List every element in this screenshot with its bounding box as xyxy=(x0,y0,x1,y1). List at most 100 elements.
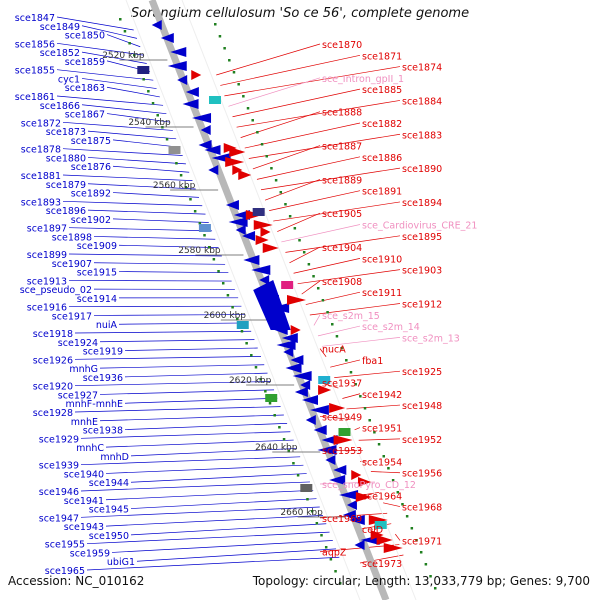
right-feature-label[interactable]: sce1903 xyxy=(402,266,442,277)
right-feature-label[interactable]: celD xyxy=(362,525,383,536)
right-feature-label[interactable]: sce1952 xyxy=(402,435,442,446)
left-feature-label[interactable]: sce1946 xyxy=(39,487,79,498)
right-feature-label[interactable]: sce1937 xyxy=(322,378,362,389)
left-feature-label[interactable]: sce1866 xyxy=(40,101,80,112)
left-feature-label[interactable]: mnhF-mnhE xyxy=(66,399,124,410)
left-feature-label[interactable]: sce1897 xyxy=(27,224,67,235)
left-feature-label[interactable]: sce1914 xyxy=(77,294,117,305)
right-feature-label[interactable]: sce1891 xyxy=(362,187,402,198)
left-feature-label[interactable]: sce1907 xyxy=(52,259,92,270)
left-feature-label[interactable]: ubiG1 xyxy=(107,557,135,568)
left-feature-label[interactable]: sce1859 xyxy=(65,57,105,68)
left-feature-label[interactable]: mnhG xyxy=(69,364,98,375)
right-feature-label[interactable]: sce1971 xyxy=(402,536,442,547)
right-feature-label[interactable]: sce1954 xyxy=(362,457,402,468)
left-feature-label[interactable]: sce1872 xyxy=(21,118,61,129)
rna-feature-label[interactable]: sce_snoPyro_CD_12 xyxy=(322,480,416,491)
right-feature-label[interactable]: sce1886 xyxy=(362,153,402,164)
left-feature-label[interactable]: sce1856 xyxy=(15,39,55,50)
right-feature-label[interactable]: aqpZ xyxy=(322,548,347,559)
right-feature-label[interactable]: sce1968 xyxy=(402,503,442,514)
left-feature-label[interactable]: sce1947 xyxy=(39,513,79,524)
left-feature-label[interactable]: sce1955 xyxy=(45,540,85,551)
left-feature-label[interactable]: sce_pseudo_02 xyxy=(20,285,92,296)
left-feature-label[interactable]: sce1915 xyxy=(77,268,117,279)
right-feature-label[interactable]: sce1905 xyxy=(322,209,362,220)
right-feature-label[interactable]: sce1874 xyxy=(402,63,442,74)
left-feature-label[interactable]: sce1920 xyxy=(33,382,73,393)
right-feature-label[interactable]: sce1956 xyxy=(402,469,442,480)
rna-feature-label[interactable]: sce_s2m_14 xyxy=(362,322,420,333)
left-feature-label[interactable]: mnhD xyxy=(100,452,129,463)
rna-feature-label[interactable]: sce_s2m_13 xyxy=(402,333,460,344)
right-feature-label[interactable]: sce1949 xyxy=(322,412,362,423)
left-feature-label[interactable]: sce1927 xyxy=(58,390,98,401)
left-feature-label[interactable]: sce1880 xyxy=(46,153,86,164)
left-feature-label[interactable]: sce1863 xyxy=(65,83,105,94)
left-feature-label[interactable]: sce1926 xyxy=(33,355,73,366)
right-feature-label[interactable]: sce1882 xyxy=(362,119,402,130)
left-feature-label[interactable]: sce1913 xyxy=(27,276,67,287)
right-feature-label[interactable]: sce1871 xyxy=(362,51,402,62)
left-feature-label[interactable]: sce1936 xyxy=(83,373,123,384)
rna-feature-label[interactable]: sce_Cardiovirus_CRE_21 xyxy=(362,221,477,232)
left-feature-label[interactable]: sce1919 xyxy=(83,347,123,358)
left-feature-label[interactable]: sce1861 xyxy=(15,92,55,103)
left-feature-label[interactable]: sce1849 xyxy=(40,22,80,33)
left-feature-label[interactable]: sce1873 xyxy=(46,127,86,138)
left-feature-label[interactable]: sce1928 xyxy=(33,408,73,419)
right-feature-label[interactable]: sce1885 xyxy=(362,85,402,96)
right-feature-label[interactable]: sce1942 xyxy=(362,390,402,401)
left-feature-label[interactable]: sce1929 xyxy=(39,434,79,445)
left-feature-label[interactable]: sce1867 xyxy=(65,110,105,121)
right-feature-label[interactable]: sce1912 xyxy=(402,300,442,311)
left-feature-label[interactable]: sce1850 xyxy=(65,31,105,42)
left-feature-label[interactable]: sce1875 xyxy=(71,136,111,147)
left-feature-label[interactable]: sce1959 xyxy=(70,548,110,559)
right-feature-label[interactable]: sce1870 xyxy=(322,40,362,51)
right-feature-label[interactable]: sce1911 xyxy=(362,288,402,299)
left-feature-label[interactable]: sce1965 xyxy=(45,566,85,577)
right-feature-label[interactable]: sce1895 xyxy=(402,232,442,243)
left-feature-label[interactable]: sce1893 xyxy=(21,197,61,208)
left-feature-label[interactable]: sce1941 xyxy=(64,496,104,507)
right-feature-label[interactable]: sce1953 xyxy=(322,446,362,457)
left-feature-label[interactable]: mnhC xyxy=(76,443,104,454)
right-feature-label[interactable]: nucA xyxy=(322,345,346,356)
left-feature-label[interactable]: sce1945 xyxy=(89,505,129,516)
left-feature-label[interactable]: sce1878 xyxy=(21,145,61,156)
left-feature-label[interactable]: sce1924 xyxy=(58,338,98,349)
left-feature-label[interactable]: nuiA xyxy=(96,320,118,331)
left-feature-label[interactable]: sce1918 xyxy=(33,329,73,340)
left-feature-label[interactable]: sce1944 xyxy=(89,478,129,489)
right-feature-label[interactable]: sce1887 xyxy=(322,142,362,153)
right-feature-label[interactable]: sce1904 xyxy=(322,243,362,254)
right-feature-label[interactable]: sce1908 xyxy=(322,277,362,288)
left-feature-label[interactable]: sce1896 xyxy=(46,206,86,217)
left-feature-label[interactable]: sce1916 xyxy=(27,303,67,314)
left-feature-label[interactable]: mnhE xyxy=(71,417,98,428)
left-feature-label[interactable]: sce1943 xyxy=(64,522,104,533)
left-feature-label[interactable]: sce1899 xyxy=(27,250,67,261)
left-feature-label[interactable]: sce1950 xyxy=(89,531,129,542)
right-feature-label[interactable]: sce1884 xyxy=(402,96,442,107)
left-feature-label[interactable]: sce1879 xyxy=(46,180,86,191)
right-feature-label[interactable]: sce1894 xyxy=(402,198,442,209)
right-feature-label[interactable]: sce1964 xyxy=(362,491,402,502)
rna-feature-label[interactable]: sce_Intron_gpII_1 xyxy=(322,74,404,85)
right-feature-label[interactable]: sce1948 xyxy=(402,401,442,412)
right-feature-label[interactable]: sce1888 xyxy=(322,108,362,119)
right-feature-label[interactable]: sce1890 xyxy=(402,164,442,175)
right-feature-label[interactable]: sce1883 xyxy=(402,130,442,141)
right-feature-label[interactable]: sce1951 xyxy=(362,424,402,435)
left-feature-label[interactable]: sce1855 xyxy=(15,66,55,77)
left-feature-label[interactable]: sce1852 xyxy=(40,48,80,59)
right-feature-label[interactable]: sce1969 xyxy=(322,514,362,525)
left-feature-label[interactable]: sce1881 xyxy=(21,171,61,182)
left-feature-label[interactable]: sce1902 xyxy=(71,215,111,226)
left-feature-label[interactable]: sce1847 xyxy=(15,13,55,24)
left-feature-label[interactable]: sce1938 xyxy=(83,426,123,437)
left-feature-label[interactable]: sce1876 xyxy=(71,162,111,173)
left-feature-label[interactable]: sce1892 xyxy=(71,189,111,200)
left-feature-label[interactable]: sce1917 xyxy=(52,311,92,322)
